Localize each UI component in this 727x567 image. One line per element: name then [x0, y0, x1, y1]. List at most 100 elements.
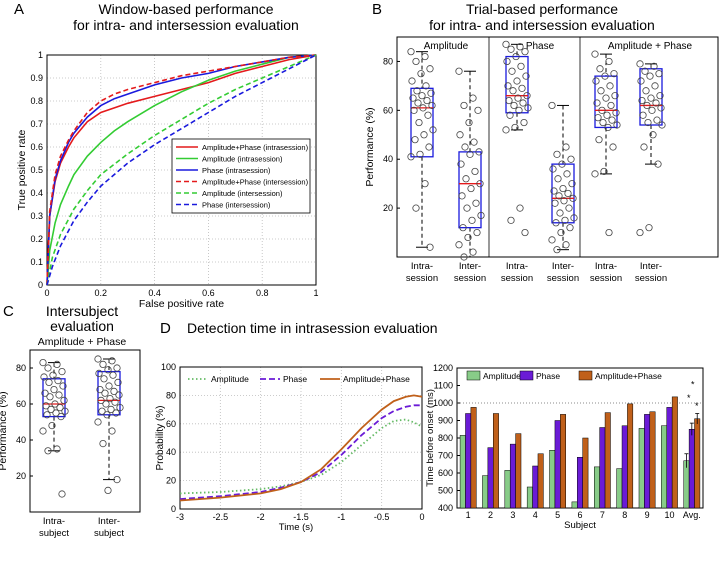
panel-A-letter: A: [14, 1, 24, 18]
x-tick-label: 2: [488, 510, 493, 520]
y-axis-label: Performance (%): [364, 107, 376, 186]
data-point: [592, 77, 600, 85]
data-point: [46, 393, 54, 401]
legend-label: Phase (intersession): [202, 201, 271, 210]
data-point: [509, 87, 517, 95]
bar: [526, 486, 533, 509]
legend-label: Amplitude: [483, 371, 521, 381]
data-point: [40, 373, 48, 381]
data-point: [646, 72, 654, 80]
data-point: [464, 233, 472, 242]
x-tick-label: -2.5: [213, 512, 229, 522]
x-tick-label: 0.2: [95, 288, 108, 298]
data-point: [412, 57, 420, 66]
data-point: [418, 92, 426, 100]
data-point: [50, 385, 58, 394]
bar: [694, 418, 701, 509]
x-tick-label: 3: [510, 510, 515, 520]
data-point: [39, 358, 47, 367]
data-point: [522, 72, 530, 80]
y-axis-label: Performance (%): [0, 391, 9, 470]
x-category-label-line2: session: [635, 273, 667, 284]
data-point: [567, 155, 575, 163]
x-category-label-line1: Inter-: [552, 261, 574, 272]
legend-label: Amplitude+Phase: [343, 374, 410, 384]
legend-box: [171, 138, 311, 214]
data-point: [417, 70, 425, 78]
legend-swatch: [519, 370, 534, 381]
box-iqr: [458, 151, 482, 229]
data-point: [476, 180, 484, 188]
panel-C-subtitle: Amplitude + Phase: [38, 336, 127, 348]
bar: [482, 475, 489, 509]
panel-B-letter: B: [372, 1, 382, 18]
y-tick-label: 0: [171, 504, 176, 514]
bar: [465, 413, 472, 509]
data-point: [51, 400, 59, 408]
panel-B-title-line1: Trial-based performance: [466, 1, 618, 17]
data-point: [651, 82, 659, 90]
data-point: [563, 170, 571, 178]
roc-series-line: [46, 54, 317, 286]
data-point: [466, 150, 474, 158]
data-point: [521, 48, 529, 56]
data-point: [58, 367, 66, 376]
data-point: [507, 45, 515, 53]
data-point: [475, 148, 483, 156]
data-point: [554, 175, 562, 183]
data-point: [561, 216, 569, 224]
data-point: [44, 364, 52, 372]
data-point: [520, 118, 528, 127]
probability-series-line: [179, 418, 423, 495]
bar: [577, 457, 583, 509]
group-label: Amplitude: [424, 41, 469, 52]
x-tick-label: 0.8: [256, 288, 269, 298]
data-point: [456, 131, 464, 139]
legend-label: Amplitude+Phase: [595, 371, 662, 381]
roc-series-line: [46, 54, 317, 286]
bar: [661, 425, 668, 509]
panel-D-title: Detection time in intrasession evaluatio…: [187, 320, 438, 336]
data-point: [642, 87, 650, 95]
data-point: [426, 65, 434, 73]
data-point: [609, 143, 617, 151]
data-point: [473, 228, 481, 237]
data-point: [114, 378, 122, 386]
data-point: [649, 131, 657, 139]
data-point: [56, 403, 64, 412]
significance-marker: *: [691, 380, 695, 390]
data-point: [516, 204, 524, 212]
data-point: [102, 400, 110, 408]
data-point: [513, 77, 521, 85]
data-point: [553, 246, 561, 254]
y-tick-label: 40: [166, 447, 176, 457]
data-point: [115, 391, 123, 399]
data-point: [96, 385, 104, 394]
legend-swatch: [578, 370, 593, 381]
group-label: Amplitude + Phase: [608, 41, 693, 52]
panel-C-title-line2: evaluation: [50, 318, 114, 334]
data-point: [45, 378, 53, 386]
data-point: [429, 126, 437, 134]
data-point: [600, 167, 608, 176]
data-point: [412, 204, 420, 212]
data-point: [477, 211, 485, 220]
data-point: [514, 94, 522, 102]
data-point: [516, 43, 524, 51]
data-point: [640, 143, 648, 151]
data-point: [465, 118, 473, 127]
bar: [532, 465, 539, 509]
legend-label: Phase (intrasession): [202, 166, 271, 175]
x-category-label-line2: subject: [39, 528, 69, 539]
data-point: [601, 72, 609, 80]
y-tick-label: 80: [166, 390, 176, 400]
x-category-label-line1: Inter-: [640, 261, 662, 272]
data-point: [460, 253, 468, 261]
y-tick-label: 0.5: [30, 165, 43, 175]
data-point: [101, 389, 109, 397]
data-point: [470, 138, 478, 146]
data-point: [608, 116, 616, 124]
data-point: [656, 92, 664, 100]
data-point: [457, 160, 465, 168]
